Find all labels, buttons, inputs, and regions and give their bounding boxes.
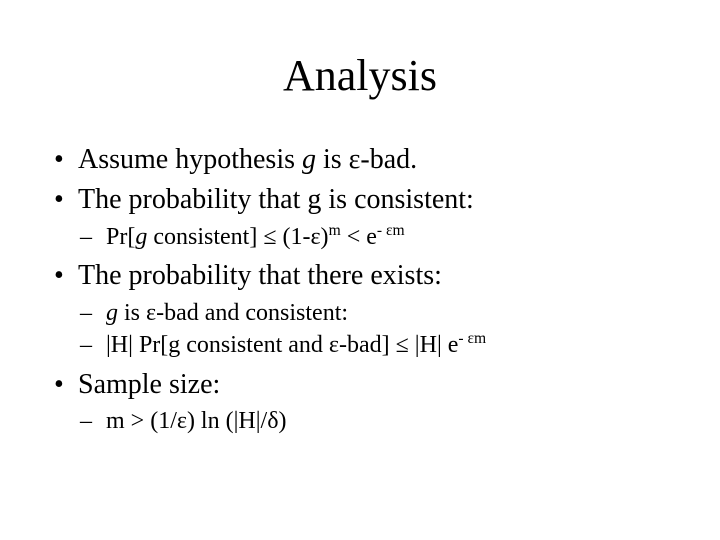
bullet-lvl1: Assume hypothesis g is ε-bad. xyxy=(50,141,670,179)
bullet-sublist: Pr[g consistent] ≤ (1-ε)m < e- εm xyxy=(50,221,670,253)
bullet-lvl2: m > (1/ε) ln (|H|/δ) xyxy=(50,405,670,437)
slide: Analysis Assume hypothesis g is ε-bad.Th… xyxy=(0,0,720,540)
bullet-lvl1: The probability that g is consistent: xyxy=(50,181,670,219)
bullet-sublist: g is ε-bad and consistent:|H| Pr[g consi… xyxy=(50,297,670,362)
slide-title: Analysis xyxy=(50,50,670,101)
bullet-lvl2: |H| Pr[g consistent and ε-bad] ≤ |H| e- … xyxy=(50,329,670,361)
bullet-lvl2: g is ε-bad and consistent: xyxy=(50,297,670,329)
bullet-sublist: m > (1/ε) ln (|H|/δ) xyxy=(50,405,670,437)
bullet-lvl1: Sample size: xyxy=(50,366,670,404)
bullet-lvl1: The probability that there exists: xyxy=(50,257,670,295)
bullet-list: Assume hypothesis g is ε-bad.The probabi… xyxy=(50,141,670,438)
bullet-lvl2: Pr[g consistent] ≤ (1-ε)m < e- εm xyxy=(50,221,670,253)
